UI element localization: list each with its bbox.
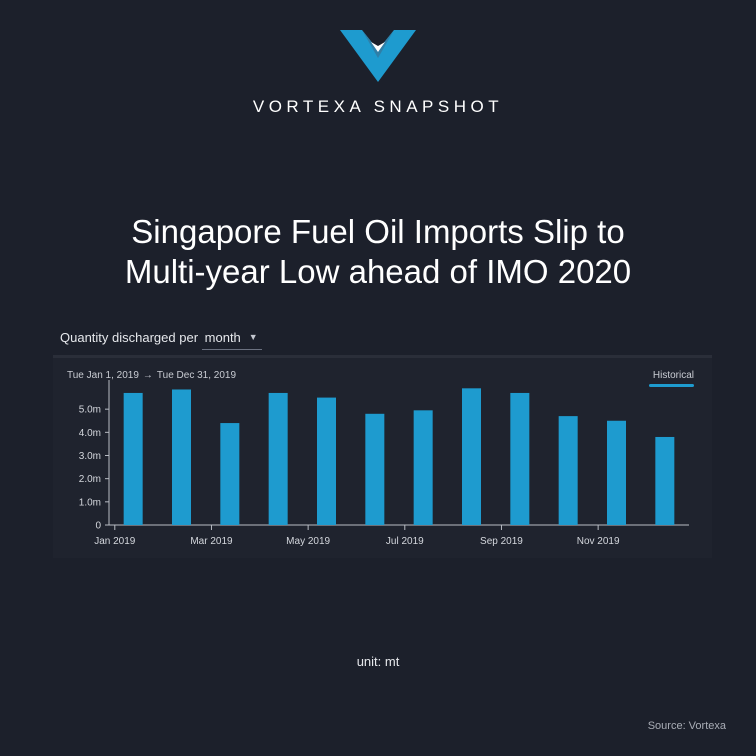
x-tick-label: Jul 2019 [386,536,424,547]
date-to: Tue Dec 31, 2019 [156,370,237,381]
quantity-label: Quantity discharged per [60,330,199,345]
bar [365,413,385,525]
date-range[interactable]: Tue Jan 1, 2019 → Tue Dec 31, 2019 [67,370,236,381]
y-tick-label: 4.0m [79,428,101,439]
brand-name: VORTEXA SNAPSHOT [252,97,504,116]
x-tick-label: Mar 2019 [190,536,233,547]
x-tick-label: May 2019 [286,536,330,547]
bar [510,392,530,525]
arrow-right-icon: → [142,370,153,381]
bar [268,392,288,525]
tab-historical[interactable]: Historical [649,370,694,387]
bar [172,389,191,525]
source-label: Source: Vortexa [647,720,726,732]
caret-down-icon: ▼ [248,332,258,342]
x-tick-label: Nov 2019 [577,536,620,547]
quantity-control: Quantity discharged per month ▼ [60,330,262,350]
unit-label: unit: mt [356,654,400,669]
bar [558,416,578,525]
y-tick-label: 0 [95,521,101,532]
bar [123,392,143,525]
title-line-1: Singapore Fuel Oil Imports Slip to [131,213,625,250]
bar [607,420,626,525]
vortexa-logo [340,30,416,82]
bar [655,436,675,525]
period-select[interactable]: month ▼ [201,330,262,350]
tab-historical-label: Historical [652,370,694,381]
title-line-2: Multi-year Low ahead of IMO 2020 [124,253,632,290]
x-tick-label: Jan 2019 [94,536,136,547]
x-tick-label: Sep 2019 [480,536,523,547]
y-tick-label: 3.0m [79,451,101,462]
period-value: month [204,330,241,345]
bar [220,423,240,525]
page-title: Singapore Fuel Oil Imports Slip to Multi… [0,212,756,292]
bar [317,397,336,525]
tab-active-indicator [649,384,694,387]
bar [462,388,481,525]
bar [413,410,433,525]
y-tick-label: 5.0m [79,405,101,416]
date-from: Tue Jan 1, 2019 [67,370,139,381]
y-tick-label: 1.0m [79,497,101,508]
y-tick-label: 2.0m [79,474,101,485]
